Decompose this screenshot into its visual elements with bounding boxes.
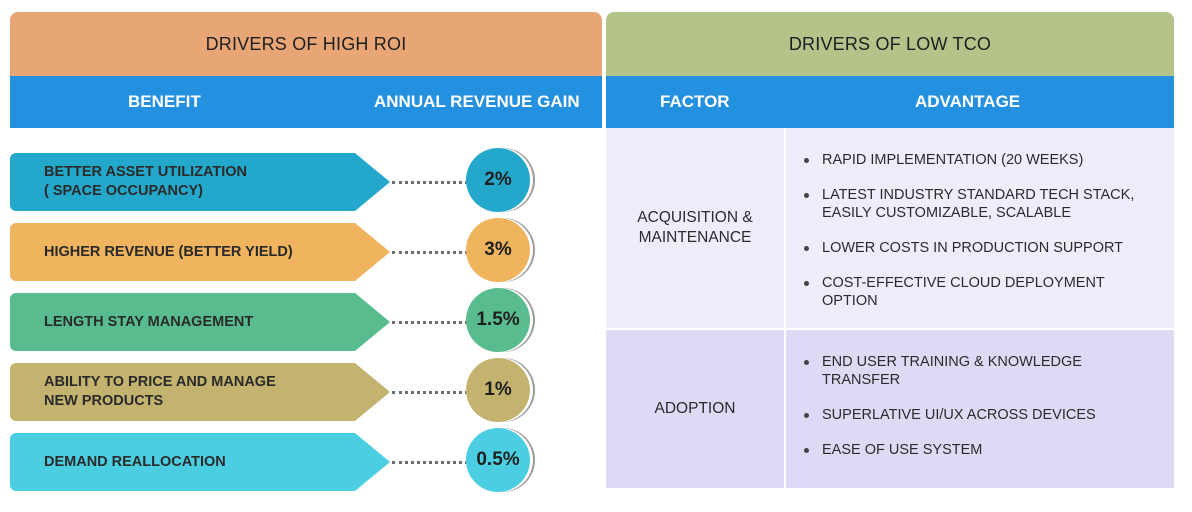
roi-column-header: BENEFIT ANNUAL REVENUE GAIN — [10, 76, 602, 128]
tco-section-adoption — [606, 330, 1174, 488]
gain-circle: 0.5% — [466, 428, 530, 492]
gain-column-label: ANNUAL REVENUE GAIN — [374, 92, 580, 111]
gain-circle: 1% — [466, 358, 530, 422]
factor-label: ADOPTION — [606, 330, 784, 488]
factor-label: ACQUISITION & MAINTENANCE — [606, 128, 784, 328]
benefit-label: DEMAND REALLOCATION — [44, 453, 226, 470]
advantage-text: COST-EFFECTIVE CLOUD DEPLOYMENT — [822, 275, 1105, 291]
advantage-item: END USER TRAINING & KNOWLEDGE TRANSFER — [800, 353, 1166, 389]
dotted-connector — [392, 321, 468, 324]
benefit-label-line2: ( SPACE OCCUPANCY) — [44, 183, 203, 199]
dotted-connector — [392, 251, 468, 254]
dotted-connector — [392, 181, 468, 184]
benefit-label: LENGTH STAY MANAGEMENT — [44, 313, 254, 330]
advantage-list: END USER TRAINING & KNOWLEDGE TRANSFER SU… — [800, 353, 1166, 476]
advantage-item: RAPID IMPLEMENTATION (20 WEEKS) — [800, 151, 1166, 169]
benefit-arrow: HIGHER REVENUE (BETTER YIELD) — [10, 223, 390, 281]
benefit-arrow: DEMAND REALLOCATION — [10, 433, 390, 491]
dotted-connector — [392, 391, 468, 394]
advantage-item: LATEST INDUSTRY STANDARD TECH STACK, EASI… — [800, 186, 1166, 222]
advantage-text: SUPERLATIVE UI/UX ACROSS DEVICES — [822, 407, 1096, 423]
advantage-text: LATEST INDUSTRY STANDARD TECH STACK, — [822, 187, 1135, 203]
factor-label-line1: ACQUISITION & — [637, 209, 753, 226]
advantage-text: RAPID IMPLEMENTATION (20 WEEKS) — [822, 152, 1084, 168]
advantage-column-label: ADVANTAGE — [915, 92, 1021, 111]
tco-panel-title: DRIVERS OF LOW TCO — [606, 12, 1174, 76]
factor-label-line1: ADOPTION — [654, 400, 736, 417]
benefit-arrow: LENGTH STAY MANAGEMENT — [10, 293, 390, 351]
benefit-column-label: BENEFIT — [128, 92, 201, 111]
advantage-text-line2: TRANSFER — [822, 372, 901, 388]
benefit-label-line2: NEW PRODUCTS — [44, 393, 164, 409]
gain-circle: 2% — [466, 148, 530, 212]
advantage-item: SUPERLATIVE UI/UX ACROSS DEVICES — [800, 406, 1166, 424]
advantage-text: END USER TRAINING & KNOWLEDGE — [822, 354, 1082, 370]
factor-label-line2: MAINTENANCE — [638, 229, 752, 246]
factor-column-label: FACTOR — [660, 92, 730, 111]
benefit-arrow: BETTER ASSET UTILIZATION ( SPACE OCCUPANC… — [10, 153, 390, 211]
row-divider — [606, 328, 1174, 330]
advantage-text-line2: EASILY CUSTOMIZABLE, SCALABLE — [822, 205, 1072, 221]
advantage-item: COST-EFFECTIVE CLOUD DEPLOYMENT OPTION — [800, 274, 1166, 310]
dotted-connector — [392, 461, 468, 464]
gain-circle: 3% — [466, 218, 530, 282]
tco-column-header: FACTOR ADVANTAGE — [606, 76, 1174, 128]
benefit-arrow: ABILITY TO PRICE AND MANAGE NEW PRODUCTS — [10, 363, 390, 421]
tco-section-acquisition — [606, 128, 1174, 328]
roi-panel-title: DRIVERS OF HIGH ROI — [10, 12, 602, 76]
benefit-label: BETTER ASSET UTILIZATION — [44, 164, 247, 180]
advantage-text: LOWER COSTS IN PRODUCTION SUPPORT — [822, 240, 1124, 256]
advantage-list: RAPID IMPLEMENTATION (20 WEEKS) LATEST I… — [800, 151, 1166, 327]
advantage-text-line2: OPTION — [822, 293, 878, 309]
benefit-label: ABILITY TO PRICE AND MANAGE — [44, 374, 276, 390]
advantage-item: LOWER COSTS IN PRODUCTION SUPPORT — [800, 239, 1166, 257]
benefit-label: HIGHER REVENUE (BETTER YIELD) — [44, 243, 293, 260]
advantage-text: EASE OF USE SYSTEM — [822, 442, 983, 458]
gain-circle: 1.5% — [466, 288, 530, 352]
column-divider — [784, 128, 786, 488]
advantage-item: EASE OF USE SYSTEM — [800, 441, 1166, 459]
